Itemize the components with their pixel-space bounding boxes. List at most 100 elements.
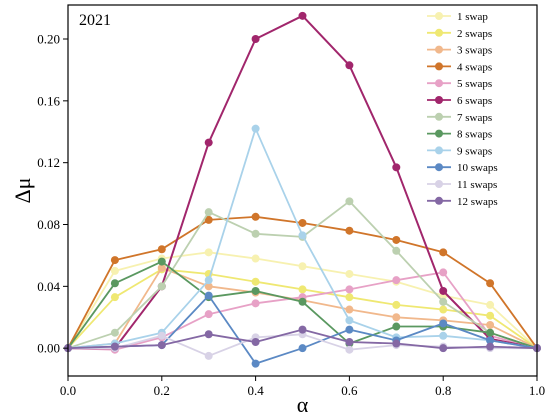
data-point bbox=[204, 291, 213, 300]
legend-marker bbox=[435, 180, 443, 188]
legend: 1 swap 2 swaps 3 swaps 4 swaps 5 swaps 6 swap… bbox=[427, 11, 498, 208]
legend-label: 1 swap bbox=[457, 11, 488, 23]
legend-item: 12 swaps bbox=[427, 196, 498, 208]
data-point bbox=[157, 263, 166, 272]
data-point bbox=[251, 299, 260, 308]
data-point bbox=[439, 331, 448, 340]
data-point bbox=[345, 337, 354, 346]
legend-marker bbox=[435, 196, 443, 205]
data-point bbox=[251, 212, 260, 221]
x-axis-label: α bbox=[297, 392, 309, 417]
legend-item: 8 swaps bbox=[427, 129, 492, 141]
data-point bbox=[392, 276, 401, 285]
x-tick-label: 0.6 bbox=[341, 383, 358, 398]
data-point bbox=[439, 344, 448, 353]
legend-label: 8 swaps bbox=[457, 129, 492, 141]
legend-item: 9 swaps bbox=[427, 145, 492, 157]
data-point bbox=[345, 269, 354, 278]
data-point bbox=[345, 325, 354, 334]
data-point bbox=[486, 328, 495, 337]
y-axis-label: Δμ bbox=[10, 178, 35, 204]
data-point bbox=[345, 305, 354, 314]
legend-marker bbox=[435, 146, 443, 155]
legend-marker bbox=[435, 163, 443, 172]
legend-label: 11 swaps bbox=[457, 179, 497, 191]
legend-item: 11 swaps bbox=[427, 179, 497, 191]
legend-label: 4 swaps bbox=[457, 61, 492, 73]
data-point bbox=[486, 336, 495, 345]
data-point bbox=[392, 163, 401, 172]
data-point bbox=[251, 124, 260, 133]
data-point bbox=[110, 342, 119, 351]
data-point bbox=[298, 11, 307, 20]
y-tick-label: 0.00 bbox=[37, 341, 60, 356]
data-point bbox=[204, 248, 213, 257]
data-point bbox=[392, 339, 401, 348]
y-tick-label: 0.20 bbox=[37, 32, 60, 47]
legend-item: 4 swaps bbox=[427, 61, 492, 73]
y-tick-label: 0.08 bbox=[37, 217, 60, 232]
data-point bbox=[486, 342, 495, 351]
legend-item: 2 swaps bbox=[427, 28, 492, 40]
data-point bbox=[298, 262, 307, 271]
legend-marker bbox=[435, 129, 443, 138]
data-point bbox=[439, 248, 448, 257]
legend-label: 12 swaps bbox=[457, 196, 498, 208]
data-point bbox=[157, 331, 166, 340]
legend-marker bbox=[435, 79, 443, 88]
ticks-layer: 0.0 0.2 0.4 0.6 0.8 1.0 0.00 0.04 0.08 0.12 0.16 0.… bbox=[37, 32, 545, 398]
x-tick-label: 0.4 bbox=[247, 383, 264, 398]
data-point bbox=[298, 231, 307, 240]
data-point bbox=[439, 286, 448, 295]
data-point bbox=[439, 268, 448, 277]
legend-marker bbox=[435, 96, 443, 104]
data-point bbox=[298, 218, 307, 227]
data-point bbox=[345, 226, 354, 235]
data-point bbox=[392, 313, 401, 322]
x-tick-label: 0.0 bbox=[60, 383, 76, 398]
data-point bbox=[486, 300, 495, 309]
data-point bbox=[110, 266, 119, 275]
data-point bbox=[110, 293, 119, 302]
data-point bbox=[345, 293, 354, 302]
y-tick-label: 0.16 bbox=[37, 93, 60, 108]
data-point bbox=[251, 277, 260, 286]
x-tick-label: 0.2 bbox=[154, 383, 170, 398]
data-point bbox=[298, 325, 307, 334]
legend-marker bbox=[435, 62, 443, 71]
data-point bbox=[298, 285, 307, 294]
data-point bbox=[392, 300, 401, 309]
legend-marker bbox=[435, 45, 443, 54]
data-point bbox=[204, 330, 213, 339]
data-point bbox=[204, 208, 213, 217]
series-layer bbox=[64, 11, 541, 368]
data-point bbox=[204, 282, 213, 291]
data-point bbox=[157, 257, 166, 266]
x-tick-label: 1.0 bbox=[529, 383, 545, 398]
data-point bbox=[204, 351, 213, 360]
data-point bbox=[251, 229, 260, 238]
data-point bbox=[110, 256, 119, 265]
data-point bbox=[486, 320, 495, 329]
data-point bbox=[251, 35, 260, 44]
data-point bbox=[486, 279, 495, 288]
data-point bbox=[298, 344, 307, 353]
legend-label: 9 swaps bbox=[457, 145, 492, 157]
data-point bbox=[204, 276, 213, 285]
legend-item: 10 swaps bbox=[427, 162, 498, 174]
data-point bbox=[345, 197, 354, 206]
data-point bbox=[204, 215, 213, 224]
data-point bbox=[345, 345, 354, 354]
legend-label: 2 swaps bbox=[457, 28, 492, 40]
data-point bbox=[251, 286, 260, 295]
data-point bbox=[345, 285, 354, 294]
legend-marker bbox=[435, 12, 443, 20]
data-point bbox=[157, 282, 166, 291]
data-point bbox=[251, 254, 260, 263]
legend-item: 7 swaps bbox=[427, 112, 492, 124]
data-point bbox=[345, 61, 354, 70]
legend-item: 5 swaps bbox=[427, 78, 492, 90]
data-point bbox=[392, 235, 401, 244]
y-tick-label: 0.04 bbox=[37, 279, 60, 294]
